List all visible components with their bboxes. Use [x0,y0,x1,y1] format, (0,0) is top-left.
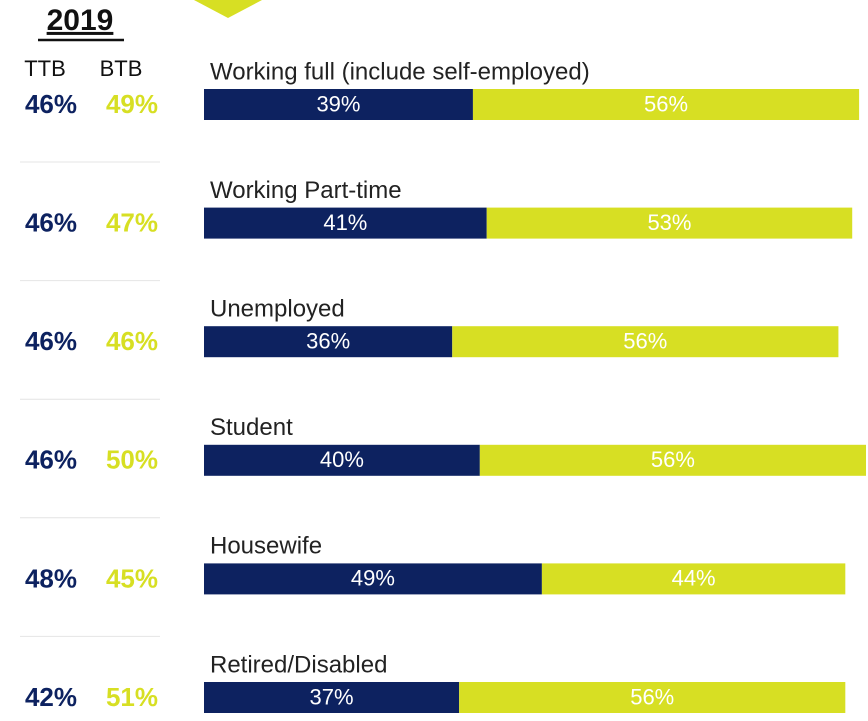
bar-segment [204,682,460,713]
summary-value: 46% [106,326,158,356]
bar-segment [452,326,839,358]
category-label: Retired/Disabled [210,651,387,678]
value-label: 56% [644,91,688,116]
summary-value: 46% [25,445,77,475]
value-label: 56% [651,447,695,472]
summary-value: 46% [25,207,77,237]
column-header: BTB [100,56,143,81]
summary-value: 45% [106,563,158,593]
category-label: Working Part-time [210,177,402,204]
bar-segment [459,682,846,713]
bar-segment [479,444,866,476]
category-label: Working full (include self-employed) [210,58,590,85]
summary-value: 46% [25,326,77,356]
column-header: TTB [24,56,66,81]
bar-segment [486,207,853,239]
summary-value: 49% [106,89,158,119]
bar-segment [204,207,487,239]
pointer-triangle [194,0,262,18]
value-label: 53% [647,210,691,235]
bar-segment [204,563,542,595]
bar-segment [541,563,846,595]
category-label: Unemployed [210,296,345,323]
value-label: 56% [630,684,674,709]
value-label: 56% [623,329,667,354]
category-label: Housewife [210,533,322,560]
summary-value: 42% [25,682,77,712]
category-label: Student [210,414,293,441]
value-label: 40% [320,447,364,472]
bar-segment [204,326,453,358]
value-label: 36% [306,329,350,354]
summary-value: 48% [25,563,77,593]
summary-value: 50% [106,445,158,475]
value-label: 41% [323,210,367,235]
bar-segment [204,444,480,476]
summary-value: 46% [25,89,77,119]
bar-segment [472,89,860,120]
year-title: 2019 [47,4,114,37]
bar-segment [204,89,473,120]
value-label: 49% [351,566,395,591]
summary-value: 47% [106,207,158,237]
value-label: 37% [310,684,354,709]
value-label: 44% [672,566,716,591]
summary-value: 51% [106,682,158,712]
value-label: 39% [316,91,360,116]
